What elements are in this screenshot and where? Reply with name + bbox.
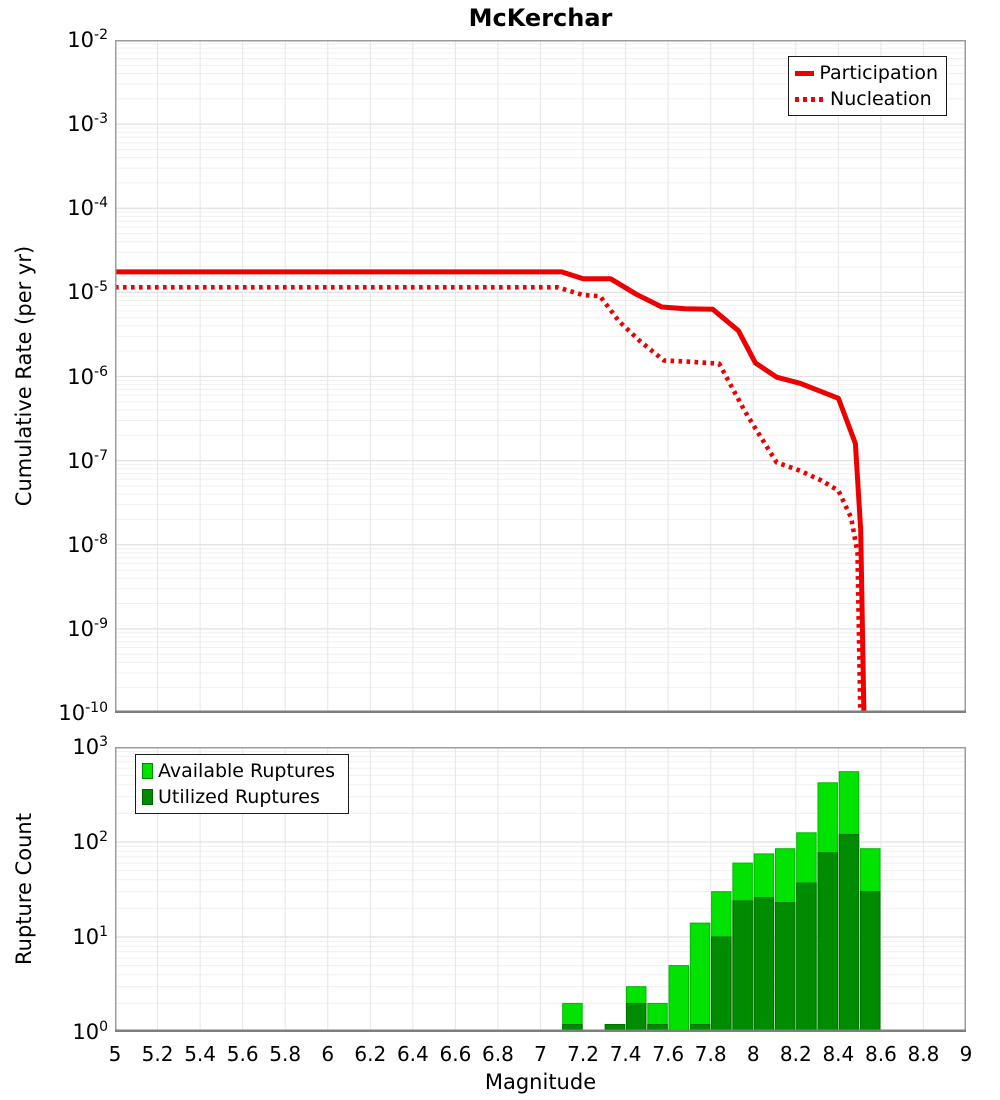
utilized-bar: [604, 1024, 626, 1032]
rate-ytick: 10-4: [67, 195, 108, 221]
rate-ytick: 10-3: [67, 111, 108, 137]
magnitude-xtick: 7.8: [694, 1042, 727, 1066]
dotted-line-swatch: [795, 96, 825, 102]
utilized-bar: [817, 852, 838, 1032]
magnitude-xtick: 8.2: [779, 1042, 812, 1066]
solid-line-swatch: [795, 70, 815, 76]
nucleation-curve: [115, 285, 863, 713]
magnitude-xtick: 5.2: [141, 1042, 174, 1066]
bar-swatch: [142, 789, 153, 805]
magnitude-xtick: 7.6: [652, 1042, 685, 1066]
bar-swatch: [142, 763, 153, 779]
magnitude-xtick: 5.6: [226, 1042, 259, 1066]
available-bar: [668, 965, 690, 1032]
utilized-bar: [732, 900, 753, 1032]
magnitude-xtick: 6: [321, 1042, 335, 1066]
magnitude-xtick: 8.4: [822, 1042, 855, 1066]
rate-ytick: 10-8: [67, 531, 108, 557]
magnitude-xtick: 6.8: [482, 1042, 514, 1066]
chart-title: McKerchar: [468, 4, 613, 32]
legend-item-available-ruptures: Available Ruptures: [142, 759, 340, 783]
utilized-bar: [774, 902, 796, 1032]
magnitude-xtick: 7.4: [609, 1042, 642, 1066]
magnitude-xtick: 8.6: [864, 1042, 897, 1066]
legend-item-nucleation: Nucleation: [795, 87, 938, 111]
rate-ytick: 10-9: [67, 615, 108, 641]
count-ytick: 102: [72, 829, 108, 854]
utilized-bar: [711, 936, 732, 1032]
rate-ytick: 10-2: [67, 27, 108, 52]
utilized-bar: [838, 833, 860, 1032]
utilized-bar: [860, 891, 881, 1032]
rupture-legend: Available Ruptures Utilized Ruptures: [135, 754, 349, 814]
magnitude-axis-label: Magnitude: [484, 1070, 597, 1094]
legend-item-utilized-ruptures: Utilized Ruptures: [142, 785, 340, 809]
utilized-bar: [562, 1024, 583, 1032]
utilized-bar: [647, 1024, 668, 1032]
rate-legend: Participation Nucleation: [788, 56, 947, 116]
magnitude-xtick: 5.4: [184, 1042, 216, 1066]
rate-ytick: 10-6: [67, 363, 108, 389]
utilized-bar: [753, 897, 775, 1032]
legend-item-participation: Participation: [795, 61, 938, 85]
participation-curve: [115, 269, 867, 713]
magnitude-xtick: 7.2: [567, 1042, 599, 1066]
utilized-bar: [689, 1024, 711, 1032]
rate-ytick: 10-7: [67, 447, 108, 473]
legend-label: Participation: [819, 62, 938, 84]
utilized-bar: [796, 882, 817, 1032]
rate-ytick: 10-5: [67, 279, 108, 305]
legend-label: Available Ruptures: [158, 760, 335, 782]
cumulative-rate-plot: [115, 40, 966, 713]
count-ytick: 103: [72, 734, 108, 759]
magnitude-xtick: 7: [534, 1042, 547, 1066]
legend-label: Utilized Ruptures: [158, 786, 320, 808]
magnitude-xtick: 6.2: [354, 1042, 387, 1066]
rate-ytick: 10-10: [58, 700, 108, 725]
utilized-bar: [626, 1002, 647, 1032]
magnitude-xtick: 8: [746, 1042, 760, 1066]
magnitude-xtick: 9: [959, 1042, 973, 1066]
legend-label: Nucleation: [830, 88, 932, 110]
magnitude-xtick: 8.8: [907, 1042, 940, 1066]
magnitude-xtick: 6.6: [439, 1042, 472, 1066]
count-ytick: 100: [72, 1019, 108, 1044]
magnitude-xtick: 6.4: [396, 1042, 429, 1066]
magnitude-xtick: 5: [108, 1042, 122, 1066]
magnitude-xtick: 5.8: [269, 1042, 302, 1066]
count-ytick: 101: [72, 924, 108, 949]
available-bar: [689, 922, 711, 1032]
